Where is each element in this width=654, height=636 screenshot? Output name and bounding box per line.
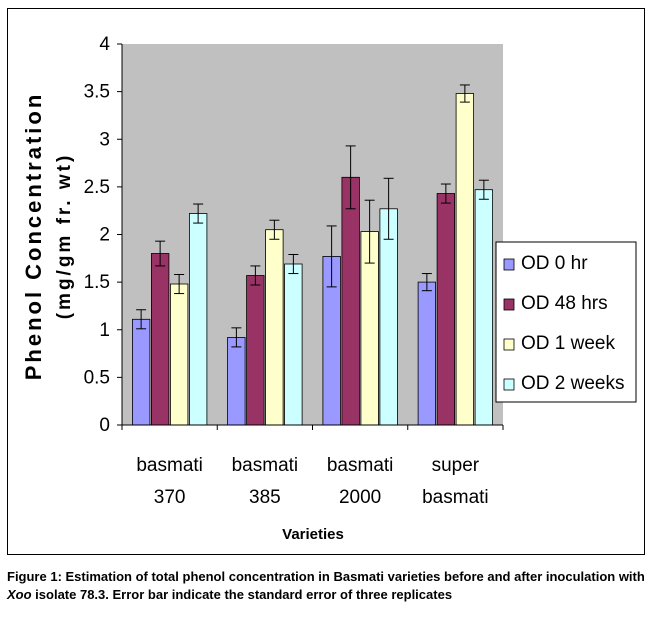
x-axis-label: Varieties — [282, 526, 344, 543]
y-ticks-layer: 0 0.5 1 1.5 2 2.5 3 3.5 4 — [84, 34, 122, 436]
y-tick-label: 1.5 — [84, 272, 110, 293]
x-tick-label: 385 — [249, 487, 281, 508]
legend-swatch — [503, 378, 515, 391]
y-tick-label: 0.5 — [84, 367, 110, 388]
bar — [417, 281, 437, 426]
figure-caption: Figure 1: Estimation of total phenol con… — [7, 568, 654, 604]
caption-text-1: Figure 1: Estimation of total phenol con… — [7, 569, 645, 584]
bar — [188, 213, 208, 426]
legend-items: OD 0 hr OD 48 hrs OD 1 week OD 2 weeks — [503, 253, 624, 394]
legend-label: OD 48 hrs — [521, 293, 608, 314]
bar — [284, 263, 303, 426]
bar — [341, 176, 360, 426]
legend-box — [495, 241, 637, 403]
y-tick-label: 0 — [99, 415, 110, 436]
y-tick-label: 2.5 — [84, 177, 110, 198]
legend-label: OD 2 weeks — [521, 373, 624, 394]
bar — [227, 336, 246, 426]
x-ticks-layer: basmati 370 basmati 385 basmati 2000 super basm… — [121, 425, 504, 508]
x-tick-label: basmati — [232, 455, 299, 476]
y-tick-label: 3 — [99, 129, 110, 150]
y-axis-label-line2: (mg/gm fr. wt) — [54, 153, 75, 320]
legend-swatch — [503, 258, 515, 271]
legend-label: OD 0 hr — [521, 253, 588, 274]
bar — [150, 253, 170, 426]
x-tick-label: basmati — [327, 455, 394, 476]
y-tick-label: 4 — [99, 34, 110, 55]
bar — [455, 93, 475, 426]
caption-italic-organism: Xoo — [7, 587, 32, 602]
y-tick-label: 1 — [99, 320, 110, 341]
x-tick-label: basmati — [136, 455, 203, 476]
caption-text-2: isolate 78.3. Error bar indicate the sta… — [31, 587, 453, 602]
y-tick-label: 3.5 — [84, 82, 110, 103]
legend: OD 0 hr OD 48 hrs OD 1 week OD 2 weeks — [495, 241, 637, 403]
bars-layer — [131, 93, 494, 426]
x-tick-label: super — [432, 455, 480, 476]
bar — [131, 318, 151, 426]
y-tick-label: 2 — [99, 225, 110, 246]
y-axis-label-line1: Phenol Concentration — [21, 92, 46, 381]
bar-chart: 00.511.522.533.54 basmati370basmati385ba… — [21, 34, 637, 543]
error-bars-layer — [136, 84, 489, 348]
legend-swatch — [503, 298, 515, 311]
bar — [379, 208, 398, 426]
legend-swatch — [503, 338, 515, 351]
bar — [169, 283, 189, 426]
bar — [474, 189, 494, 426]
bar — [246, 275, 265, 426]
x-tick-label: basmati — [422, 487, 489, 508]
bar — [436, 193, 456, 426]
x-tick-label: 370 — [154, 487, 186, 508]
legend-label: OD 1 week — [521, 333, 615, 354]
bar — [265, 229, 284, 426]
x-tick-label: 2000 — [339, 487, 381, 508]
